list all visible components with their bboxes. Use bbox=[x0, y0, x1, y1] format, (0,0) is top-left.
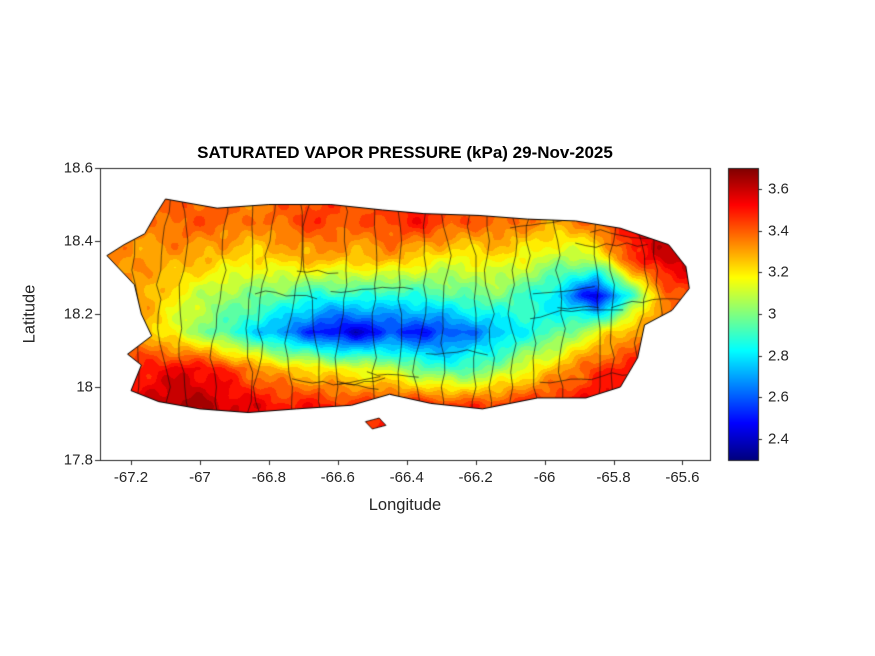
y-tick-label: 18.4 bbox=[63, 232, 93, 250]
y-tick-label: 18.6 bbox=[63, 159, 93, 177]
x-tick-label: -65.8 bbox=[596, 469, 631, 486]
y-tick-label: 17.8 bbox=[63, 451, 93, 469]
colorbar-tick-label: 2.8 bbox=[768, 347, 789, 365]
y-tick-label: 18 bbox=[76, 378, 93, 396]
x-tick-label: -65.6 bbox=[665, 469, 700, 486]
x-tick-label: -66 bbox=[533, 469, 556, 486]
colorbar-tick-label: 3.6 bbox=[768, 180, 789, 198]
x-tick-label: -66.2 bbox=[458, 469, 493, 486]
x-tick-label: -67 bbox=[189, 469, 211, 486]
x-tick-label: -67.2 bbox=[113, 469, 149, 486]
chart-title: SATURATED VAPOR PRESSURE (kPa) 29-Nov-20… bbox=[197, 143, 613, 162]
x-tick-label: -66.4 bbox=[389, 469, 424, 486]
x-tick-label: -66.8 bbox=[251, 469, 286, 486]
colorbar-tick-label: 3 bbox=[768, 305, 777, 323]
colorbar-tick-label: 2.4 bbox=[768, 430, 789, 448]
colorbar-tick-label: 2.6 bbox=[768, 388, 789, 406]
x-axis-label: Longitude bbox=[368, 496, 442, 514]
colorbar-tick-label: 3.2 bbox=[768, 263, 789, 281]
colorbar-tick-label: 3.4 bbox=[768, 222, 789, 240]
y-tick-label: 18.2 bbox=[63, 305, 93, 323]
x-tick-label: -66.6 bbox=[320, 469, 355, 486]
